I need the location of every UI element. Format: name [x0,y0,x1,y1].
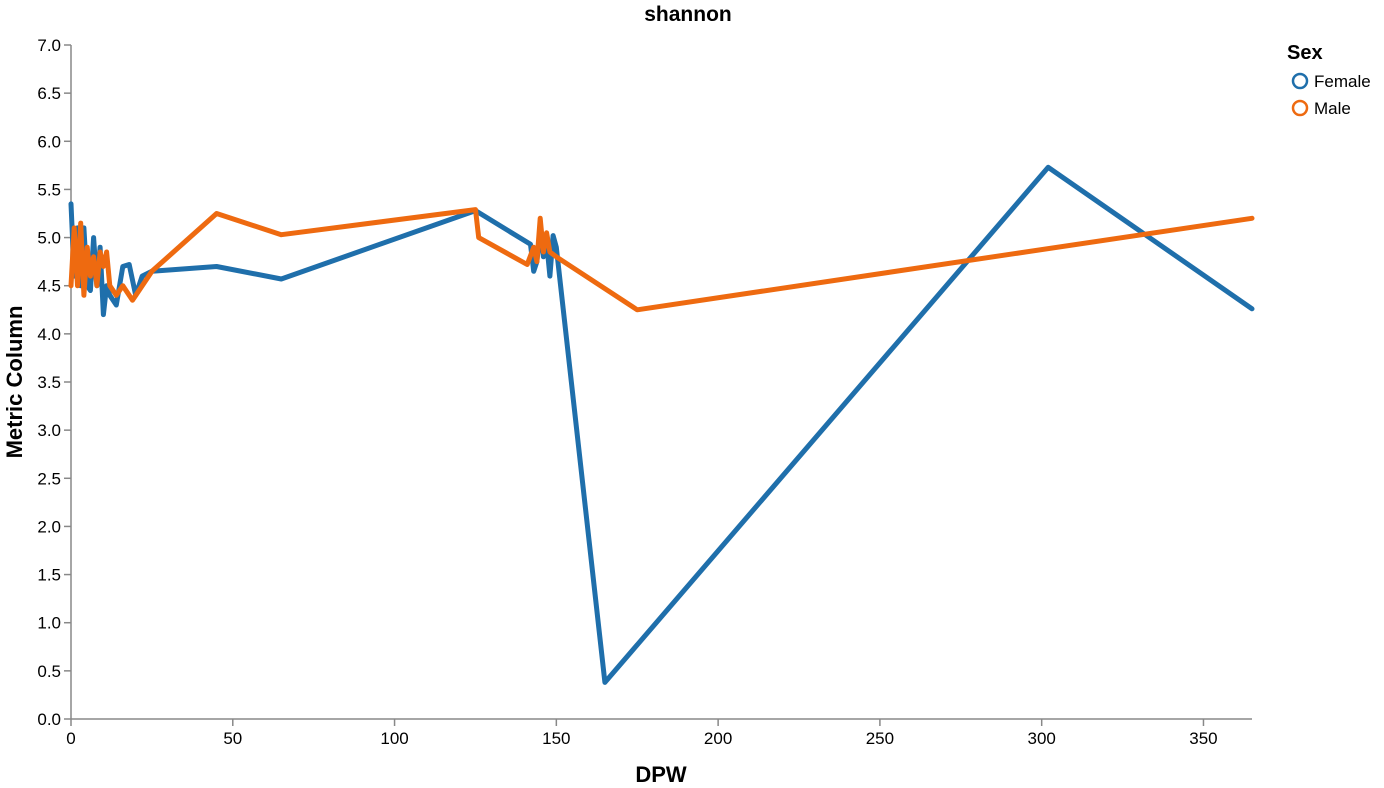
x-axis: 0 50 100 150 200 250 300 350 [66,718,1252,748]
legend-title: Sex [1287,42,1323,64]
x-tick-label: 100 [380,729,408,748]
legend-symbol-male [1291,99,1309,117]
y-tick-label: 5.0 [37,229,61,248]
y-tick-label: 2.0 [37,517,61,536]
y-tick-label: 4.0 [37,325,61,344]
legend-symbol-female [1291,72,1309,90]
y-tick-label: 0.0 [37,710,61,729]
y-tick-label: 1.0 [37,614,61,633]
legend: Sex Female Male [1287,42,1371,118]
x-tick-label: 50 [223,729,242,748]
x-tick-label: 150 [542,729,570,748]
x-tick-label: 300 [1027,729,1055,748]
chart-title: shannon [644,3,732,26]
x-tick-label: 350 [1189,729,1217,748]
y-tick-label: 6.0 [37,132,61,151]
y-tick-label: 1.5 [37,566,61,585]
y-tick-label: 5.5 [37,180,61,199]
y-tick-label: 3.0 [37,421,61,440]
y-tick-label: 4.5 [37,277,61,296]
legend-label-female: Female [1314,72,1371,91]
y-tick-label: 6.5 [37,84,61,103]
x-axis-title: DPW [635,762,687,787]
series-line-female [68,164,1255,685]
y-tick-label: 7.0 [37,36,61,55]
y-tick-label: 3.5 [37,373,61,392]
series-layer [68,164,1255,685]
x-tick-label: 200 [704,729,732,748]
y-axis-title: Metric Column [2,306,27,459]
series-line-male [68,207,1255,313]
x-tick-label: 250 [866,729,894,748]
legend-label-male: Male [1314,99,1351,118]
y-axis: 0.0 0.5 1.0 1.5 2.0 2.5 3.0 3.5 4.0 4.5 5.0 5.5 6.0 6… [37,36,72,729]
y-tick-label: 2.5 [37,469,61,488]
y-tick-label: 0.5 [37,662,61,681]
x-tick-label: 0 [66,729,75,748]
